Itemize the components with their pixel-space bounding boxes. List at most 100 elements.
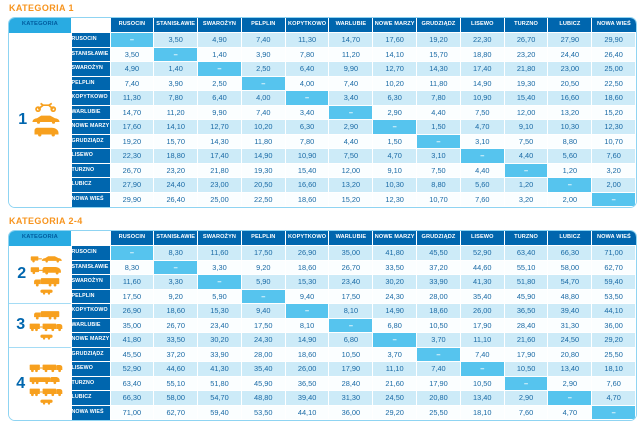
price-cell: 23,00	[547, 61, 593, 77]
price-cell: 26,00	[284, 361, 330, 377]
price-cell: 6,40	[284, 61, 330, 77]
diagonal-cell: –	[416, 346, 461, 362]
price-cell: 10,20	[240, 119, 286, 135]
price-cell: 7,50	[328, 148, 374, 164]
toll-price-table: KATEGORIA RUSOCIN STANISŁAWIE SWAROŻYN PELPL…	[9, 231, 636, 420]
price-cell: 2,00	[547, 191, 593, 207]
price-cell: 15,40	[284, 162, 330, 178]
row-header-station: STANISŁAWIE	[71, 46, 110, 62]
price-cell: 11,10	[459, 332, 505, 348]
price-cell: 25,00	[197, 191, 242, 207]
price-cell: 7,40	[328, 75, 374, 91]
price-cell: 3,50	[153, 32, 199, 48]
price-cell: 26,40	[153, 191, 199, 207]
price-cell: 15,70	[416, 46, 461, 62]
price-cell: 45,50	[416, 245, 461, 261]
column-header-station: LISEWO	[459, 18, 505, 33]
diagonal-cell: –	[459, 361, 505, 377]
price-cell: 10,20	[372, 75, 418, 91]
row-header-station: LUBICZ	[71, 390, 110, 405]
row-header-station: RUSOCIN	[71, 245, 110, 260]
price-cell: 41,80	[109, 332, 155, 348]
price-cell: 17,90	[328, 361, 374, 377]
price-cell: 48,80	[240, 390, 286, 406]
table-row: TURZNO 63,40 55,10 51,80 45,90 36,50 28,40 21,6…	[9, 375, 636, 391]
table-row: 4 GRUDZIĄDZ 45,50 37,20 33,90 28,00 18,60 10,50…	[9, 346, 636, 420]
row-header-station: TURZNO	[71, 162, 110, 178]
price-cell: 12,70	[197, 119, 242, 135]
price-cell: 28,00	[416, 288, 461, 304]
price-cell: 17,60	[109, 119, 155, 135]
diagonal-cell: –	[416, 133, 461, 149]
price-cell: 11,30	[109, 90, 155, 106]
column-header-station: SWAROŻYN	[197, 231, 242, 246]
price-cell: 15,20	[328, 191, 374, 207]
price-cell: 19,30	[503, 75, 549, 91]
kategoria-2-4-section: KATEGORIA 2-4 KATEGORIA RUSOCIN STANISŁAWI…	[8, 216, 637, 421]
van-icon	[33, 126, 60, 137]
price-cell: 17,90	[459, 317, 505, 333]
price-cell: 18,60	[284, 191, 330, 207]
price-cell: 33,50	[372, 259, 418, 275]
price-cell: 11,30	[284, 32, 330, 48]
column-header-station: NOWE MARZY	[372, 18, 417, 33]
price-cell: 8,30	[153, 245, 199, 261]
price-cell: 10,90	[459, 90, 505, 106]
table-row: NOWE MARZY 17,60 14,10 12,70 10,20 6,30 2,90–1…	[9, 119, 636, 135]
price-cell: 20,80	[547, 346, 593, 362]
price-cell: 33,50	[153, 332, 199, 348]
price-cell: 14,90	[459, 75, 505, 91]
column-header-station: STANISŁAWIE	[153, 231, 198, 246]
price-cell: 1,50	[372, 133, 418, 149]
price-cell: 26,90	[284, 245, 330, 261]
table-row: STANISŁAWIE 8,30–3,30 9,20 18,60 26,70 33,50 3…	[9, 259, 636, 275]
price-cell: 66,30	[547, 245, 593, 261]
price-cell: 63,40	[109, 375, 155, 391]
price-cell: 26,70	[503, 32, 549, 48]
category-2-cell: 2	[9, 245, 72, 304]
truck-trailer-icon	[29, 387, 63, 397]
price-cell: 8,10	[328, 303, 374, 319]
price-cell: 26,00	[459, 303, 505, 319]
diagonal-cell: –	[240, 75, 286, 91]
price-cell: 14,90	[284, 332, 330, 348]
price-cell: 2,90	[547, 375, 593, 391]
price-cell: 17,60	[372, 32, 418, 48]
car-trailer-icon	[30, 254, 62, 263]
price-cell: 11,20	[328, 46, 374, 62]
price-cell: 5,60	[459, 177, 505, 193]
price-cell: 20,50	[240, 177, 286, 193]
price-cell: 54,70	[547, 274, 593, 290]
price-cell: 9,10	[503, 119, 549, 135]
column-header-station: NOWE MARZY	[372, 231, 417, 246]
price-cell: 18,80	[459, 46, 505, 62]
table-row: SWAROŻYN 11,60 3,30–5,90 15,30 23,40 30,20 33,…	[9, 274, 636, 290]
price-cell: 41,30	[459, 274, 505, 290]
diagonal-cell: –	[328, 104, 374, 120]
price-cell: 18,60	[153, 303, 199, 319]
table-row: 3 KOPYTKOWO 26,90 18,60 15,30 9,40–8,10 14,90 1…	[9, 303, 636, 347]
price-cell: 55,10	[153, 375, 199, 391]
diagonal-cell: –	[197, 274, 242, 290]
price-cell: 17,40	[197, 148, 242, 164]
price-cell: 10,70	[591, 133, 636, 149]
row-header-station: NOWA WIEŚ	[71, 191, 110, 207]
price-cell: 7,50	[459, 104, 505, 120]
price-cell: 28,40	[503, 317, 549, 333]
price-cell: 1,40	[153, 61, 199, 77]
price-cell: 10,50	[459, 375, 505, 391]
price-cell: 48,80	[547, 288, 593, 304]
diagonal-cell: –	[547, 390, 593, 406]
price-cell: 8,10	[284, 317, 330, 333]
row-header-station: LISEWO	[71, 148, 110, 163]
price-cell: 44,10	[591, 303, 636, 319]
price-cell: 3,70	[372, 346, 418, 362]
price-cell: 3,40	[328, 90, 374, 106]
table-row: GRUDZIĄDZ 19,20 15,70 14,30 11,80 7,80 4,40 1,5…	[9, 133, 636, 149]
price-cell: 18,10	[591, 361, 636, 377]
price-cell: 24,40	[547, 46, 593, 62]
category-number: 4	[16, 374, 26, 392]
price-cell: 39,40	[284, 390, 330, 406]
price-cell: 2,90	[328, 119, 374, 135]
price-cell: 33,90	[416, 274, 461, 290]
